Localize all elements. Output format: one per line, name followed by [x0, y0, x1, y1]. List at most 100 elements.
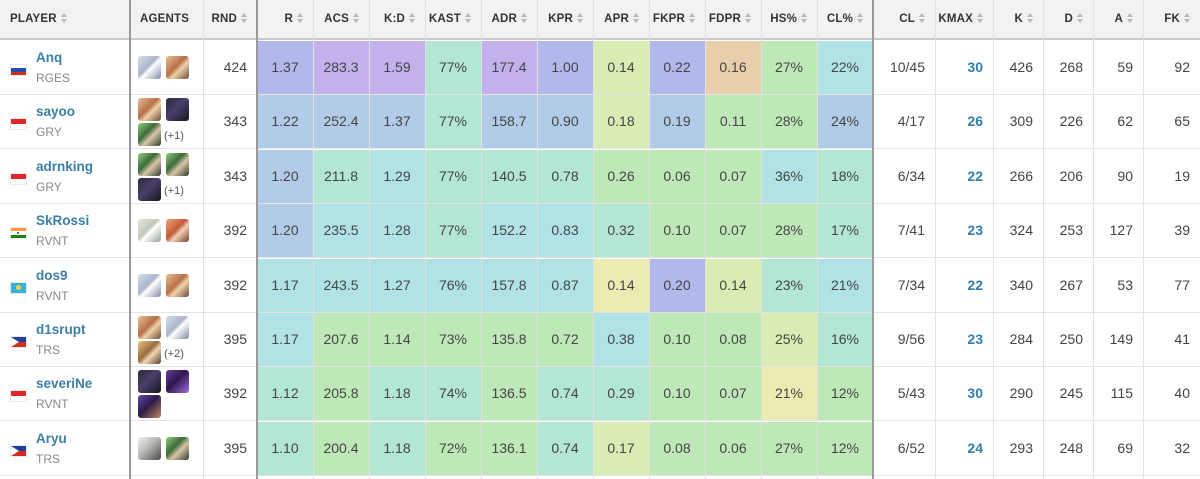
header-a[interactable]: A	[1093, 0, 1143, 38]
sort-icon[interactable]	[977, 12, 983, 23]
header-acs[interactable]: ACS	[313, 0, 369, 38]
stat-hs-value: 25%	[774, 331, 804, 347]
stat-k: 426	[993, 41, 1043, 94]
header-player[interactable]: PLAYER	[0, 0, 130, 38]
player-cell[interactable]: severiNe RVNT	[0, 367, 130, 420]
ru-flag	[11, 65, 26, 75]
table-row[interactable]: sayoo GRY (+1) 343 1.22 252.4 1.37 77% 158.7 0.90…	[0, 95, 1200, 149]
header-kmax[interactable]: KMAX	[935, 0, 993, 38]
player-name[interactable]: sayoo	[36, 104, 76, 119]
sort-icon[interactable]	[633, 12, 639, 23]
player-name[interactable]: dos9	[36, 268, 68, 283]
stat-fdpr-value: 0.07	[719, 222, 747, 238]
sort-icon[interactable]	[801, 12, 807, 23]
stat-cl-value: 4/17	[897, 113, 925, 129]
player-cell[interactable]: adrnking GRY	[0, 150, 130, 203]
stat-apr-value: 0.29	[607, 385, 635, 401]
stat-kd: 1.14	[369, 313, 425, 366]
sort-icon[interactable]	[521, 12, 527, 23]
player-team: RGES	[36, 71, 71, 85]
header-adr[interactable]: ADR	[481, 0, 537, 38]
sort-icon[interactable]	[1077, 12, 1083, 23]
player-name[interactable]: severiNe	[36, 376, 93, 391]
stat-d-value: 267	[1059, 277, 1083, 293]
column-divider	[425, 0, 426, 479]
header-kpr[interactable]: KPR	[537, 0, 593, 38]
stat-apr-value: 0.17	[607, 440, 635, 456]
sort-icon[interactable]	[577, 12, 583, 23]
header-k[interactable]: K	[993, 0, 1043, 38]
player-cell[interactable]: Anq RGES	[0, 41, 130, 94]
stat-adr-value: 136.5	[491, 385, 527, 401]
table-row[interactable]: adrnking GRY (+1) 343 1.20 211.8 1.29 77% 140.5 0…	[0, 150, 1200, 204]
header-fdpr[interactable]: FDPR	[705, 0, 761, 38]
player-cell[interactable]: dos9 RVNT	[0, 259, 130, 312]
stat-cl-value: 6/34	[897, 168, 925, 184]
sort-icon[interactable]	[465, 12, 471, 23]
player-name[interactable]: Anq	[36, 50, 63, 65]
player-cell[interactable]: sayoo GRY	[0, 95, 130, 148]
column-divider	[1093, 0, 1094, 479]
sort-icon[interactable]	[919, 12, 925, 23]
stat-kmax: 23	[935, 313, 993, 366]
header-cl-pct[interactable]: CL%	[817, 0, 873, 38]
group-divider	[129, 0, 131, 479]
header-cl-pct-label: CL%	[826, 13, 853, 25]
phoenix-icon	[166, 219, 189, 242]
table-row[interactable]: Aryu TRS 395 1.10 200.4 1.18 72% 136.1 0.74 0.17 0…	[0, 422, 1200, 476]
header-fk[interactable]: FK	[1143, 0, 1200, 38]
table-row[interactable]: Anq RGES 424 1.37 283.3 1.59 77% 177.4 1.00 0.14 0…	[0, 41, 1200, 95]
player-name[interactable]: adrnking	[36, 159, 94, 174]
sort-icon[interactable]	[297, 12, 303, 23]
sort-icon[interactable]	[241, 12, 247, 23]
header-fkpr[interactable]: FKPR	[649, 0, 705, 38]
sort-icon[interactable]	[745, 12, 751, 23]
stat-acs-value: 200.4	[323, 440, 359, 456]
table-row[interactable]: dos9 RVNT 392 1.17 243.5 1.27 76% 157.8 0.87 0.14…	[0, 259, 1200, 313]
header-kd[interactable]: K:D	[369, 0, 425, 38]
header-apr[interactable]: APR	[593, 0, 649, 38]
sort-icon[interactable]	[857, 12, 863, 23]
stat-a: 115	[1093, 367, 1143, 420]
sort-icon[interactable]	[1127, 12, 1133, 23]
player-cell[interactable]: SkRossi RVNT	[0, 204, 130, 257]
sort-icon[interactable]	[60, 12, 67, 23]
header-r[interactable]: R	[257, 0, 313, 38]
stat-a: 62	[1093, 95, 1143, 148]
stat-a-value: 149	[1109, 331, 1133, 347]
header-hs[interactable]: HS%	[761, 0, 817, 38]
stat-kmax-value: 23	[967, 331, 983, 347]
stat-fkpr: 0.10	[649, 204, 705, 257]
sort-icon[interactable]	[353, 12, 359, 23]
header-d[interactable]: D	[1043, 0, 1093, 38]
stat-kd-value: 1.14	[383, 331, 411, 347]
stat-acs-value: 252.4	[323, 113, 359, 129]
stat-rnd-value: 343	[223, 113, 247, 129]
player-name[interactable]: d1srupt	[36, 322, 86, 337]
agents-cell	[131, 422, 203, 475]
sort-icon[interactable]	[1027, 12, 1033, 23]
table-row[interactable]: severiNe RVNT 392 1.12 205.8 1.18 74% 136.5 0.74…	[0, 367, 1200, 421]
player-cell[interactable]: Aryu TRS	[0, 422, 130, 475]
stat-kast: 77%	[425, 95, 481, 148]
header-cl[interactable]: CL	[873, 0, 935, 38]
table-row[interactable]: SkRossi RVNT 392 1.20 235.5 1.28 77% 152.2 0.83 0…	[0, 204, 1200, 258]
stat-d-value: 245	[1059, 385, 1083, 401]
id-flag	[11, 391, 26, 401]
stat-cl-pct-value: 21%	[830, 277, 860, 293]
player-name[interactable]: SkRossi	[36, 213, 90, 228]
player-cell[interactable]: d1srupt TRS	[0, 313, 130, 366]
viper-icon	[166, 153, 189, 176]
header-kast[interactable]: KAST	[425, 0, 481, 38]
header-rnd[interactable]: RND	[203, 0, 257, 38]
sort-icon[interactable]	[409, 12, 415, 23]
stat-hs-value: 23%	[774, 277, 804, 293]
stat-fdpr: 0.16	[705, 41, 761, 94]
table-row[interactable]: d1srupt TRS (+2) 395 1.17 207.6 1.14 73% 135.8 0.…	[0, 313, 1200, 367]
sort-icon[interactable]	[1184, 12, 1190, 23]
stat-rnd-value: 392	[223, 222, 247, 238]
sort-icon[interactable]	[689, 12, 695, 23]
stat-apr-value: 0.14	[607, 277, 635, 293]
stat-d-value: 248	[1059, 440, 1083, 456]
player-name[interactable]: Aryu	[36, 431, 67, 446]
